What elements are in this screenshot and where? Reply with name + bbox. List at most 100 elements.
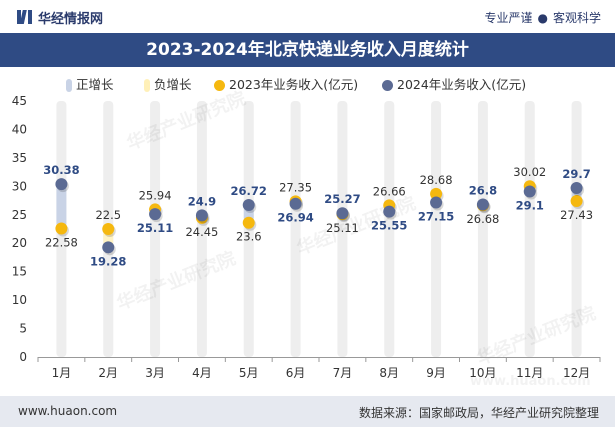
data-label-2024: 30.38	[43, 163, 79, 177]
legend-label-down: 负增长	[154, 77, 192, 92]
y-tick-label: 25	[12, 208, 27, 222]
data-label-2023: 23.6	[236, 230, 262, 244]
data-label-2024: 26.8	[469, 184, 497, 198]
data-label-2023: 22.58	[45, 236, 78, 250]
tagline: 专业严谨 ● 客观科学	[484, 9, 601, 26]
column-band	[150, 101, 161, 357]
top-bar: 华经情报网 专业严谨 ● 客观科学	[0, 0, 615, 33]
y-tick-label: 0	[19, 350, 27, 364]
point-2024	[476, 198, 489, 211]
point-2024	[289, 197, 302, 210]
point-2024	[242, 198, 255, 211]
tagline-right: 客观科学	[552, 11, 601, 25]
brand-logo-icon	[17, 10, 32, 24]
y-tick-label: 35	[12, 151, 27, 165]
data-label-2024: 27.15	[418, 210, 454, 224]
y-tick-label: 5	[19, 322, 27, 336]
column-band	[243, 101, 254, 357]
column-band	[571, 101, 582, 357]
x-tick-label: 4月	[192, 366, 212, 380]
legend-swatch-2024	[382, 80, 393, 91]
watermark-text: 华经产业研究院	[114, 247, 239, 315]
chart-title: 2023-2024年北京快递业务收入月度统计	[146, 40, 469, 60]
x-tick-label: 9月	[426, 366, 446, 380]
point-2024	[149, 208, 162, 221]
point-2024	[102, 241, 115, 254]
point-2024	[55, 178, 68, 191]
footer-bar: www.huaon.com 数据来源：国家邮政局，华经产业研究院整理	[0, 396, 615, 427]
increase-bar	[56, 184, 67, 229]
x-tick-label: 8月	[379, 366, 399, 380]
footer-source: 数据来源：国家邮政局，华经产业研究院整理	[358, 406, 599, 420]
point-2024	[430, 196, 443, 209]
point-2023	[430, 187, 443, 200]
column-band	[384, 101, 395, 357]
x-tick-label: 12月	[563, 366, 590, 380]
legend-label-2023: 2023年业务收入(亿元)	[229, 77, 359, 92]
y-tick-label: 45	[12, 94, 27, 108]
data-label-2023: 27.43	[560, 208, 593, 222]
data-label-2023: 28.68	[420, 173, 453, 187]
x-tick-label: 5月	[239, 366, 259, 380]
point-2024	[336, 207, 349, 220]
data-label-2023: 26.66	[373, 184, 406, 198]
tagline-left: 专业严谨	[484, 11, 533, 25]
legend-item-up: 正增长	[66, 74, 114, 93]
column-band	[337, 101, 348, 357]
legend-label-up: 正增长	[76, 77, 114, 92]
column-band	[290, 101, 301, 357]
x-tick-label: 6月	[286, 366, 306, 380]
legend-label-2024: 2024年业务收入(亿元)	[397, 77, 527, 92]
column-band	[196, 101, 207, 357]
x-tick-label: 11月	[516, 366, 543, 380]
point-2023	[102, 223, 115, 235]
data-label-2024: 25.27	[324, 192, 360, 206]
point-2023	[55, 222, 68, 235]
point-2023	[242, 216, 255, 229]
point-2024	[570, 182, 583, 195]
x-tick-label: 2月	[98, 366, 118, 380]
x-tick-label: 3月	[145, 366, 165, 380]
data-label-2023: 22.5	[95, 208, 121, 222]
tagline-separator: ●	[537, 11, 548, 25]
data-label-2023: 30.02	[513, 165, 546, 179]
chart-plot-area: 华经产业研究院华经产业研究院华经产业研究院华经产业研究院www.huaon.co…	[12, 87, 601, 389]
x-tick-label: 10月	[469, 366, 496, 380]
point-2024	[523, 185, 536, 198]
data-label-2024: 19.28	[90, 254, 126, 268]
data-label-2024: 29.1	[516, 198, 544, 212]
data-label-2023: 25.11	[326, 221, 359, 235]
y-tick-label: 10	[12, 293, 27, 307]
data-label-2023: 27.35	[279, 180, 312, 194]
legend-swatch-up	[66, 79, 72, 92]
data-label-2023: 24.45	[185, 225, 218, 239]
column-band	[431, 101, 442, 357]
point-2024	[383, 205, 396, 218]
y-tick-label: 15	[12, 265, 27, 279]
y-tick-label: 20	[12, 236, 27, 250]
x-tick-label: 7月	[333, 366, 353, 380]
watermark-text: 华经产业研究院	[124, 87, 249, 155]
data-label-2024: 26.94	[277, 211, 313, 225]
legend-item-down: 负增长	[144, 74, 192, 93]
data-label-2024: 24.9	[188, 194, 216, 208]
data-label-2023: 25.94	[139, 188, 172, 202]
point-2023	[570, 194, 583, 207]
brand-name: 华经情报网	[38, 12, 104, 27]
y-tick-label: 30	[12, 179, 27, 193]
y-tick-label: 40	[12, 122, 27, 136]
point-2024	[195, 209, 208, 222]
data-label-2024: 26.72	[231, 184, 267, 198]
data-label-2024: 25.55	[371, 219, 407, 233]
data-label-2024: 25.11	[137, 221, 173, 235]
column-band	[477, 101, 488, 357]
legend-swatch-down	[144, 79, 150, 92]
data-label-2023: 26.68	[466, 212, 499, 226]
x-tick-label: 1月	[52, 366, 72, 380]
data-label-2024: 29.7	[562, 167, 590, 181]
legend-item-2023: 2023年业务收入(亿元)	[214, 74, 358, 93]
column-band	[524, 101, 535, 357]
legend-swatch-2023	[214, 80, 225, 91]
legend-item-2024: 2024年业务收入(亿元)	[382, 74, 526, 93]
footer-website: www.huaon.com	[18, 404, 118, 418]
